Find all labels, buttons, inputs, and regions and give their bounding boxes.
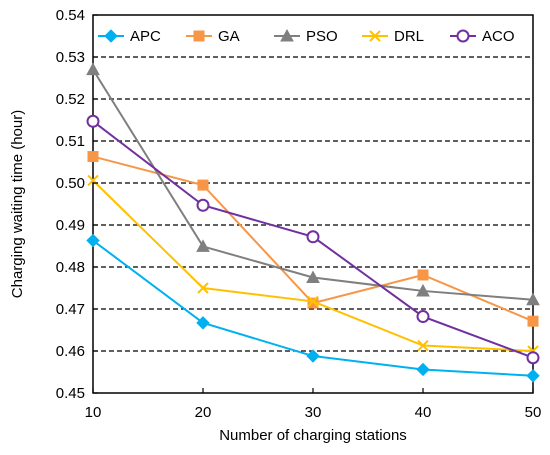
series-line-pso <box>92 69 534 301</box>
data-point-drl <box>87 174 99 187</box>
x-tick-label: 20 <box>195 404 212 421</box>
x-tick-label: 30 <box>305 404 322 421</box>
legend-label-ga: GA <box>218 28 240 45</box>
y-tick-label: 0.46 <box>56 343 85 360</box>
y-axis-title: Charging waiting time (hour) <box>9 110 26 298</box>
data-point-pso <box>526 292 540 306</box>
data-point-drl <box>417 339 429 352</box>
x-tick-label: 10 <box>85 404 102 421</box>
series-apc <box>86 233 540 383</box>
data-point-pso <box>416 283 430 297</box>
data-point-ga <box>87 151 99 163</box>
gridlines <box>93 56 533 352</box>
series-ga <box>87 151 539 327</box>
x-axis-title: Number of charging stations <box>219 427 407 444</box>
data-point-apc <box>526 369 540 383</box>
legend-marker-pso <box>280 28 294 42</box>
y-tick-label: 0.47 <box>56 301 85 318</box>
data-point-ga <box>197 179 209 191</box>
legend-item-pso: PSO <box>274 28 338 45</box>
legend-label-drl: DRL <box>394 28 424 45</box>
series-group <box>86 62 540 383</box>
legend-label-aco: ACO <box>482 28 515 45</box>
y-tick-label: 0.53 <box>56 49 85 66</box>
data-point-ga <box>417 269 429 281</box>
legend-label-pso: PSO <box>306 28 338 45</box>
y-tick-label: 0.50 <box>56 175 85 192</box>
legend-marker-aco <box>456 29 470 43</box>
legend-label-apc: APC <box>130 28 161 45</box>
data-point-apc <box>196 316 210 330</box>
data-point-drl <box>307 295 319 308</box>
data-point-pso <box>196 239 210 252</box>
data-point-aco <box>306 230 320 244</box>
data-point-aco <box>86 114 100 128</box>
data-point-pso <box>306 270 320 283</box>
y-tick-label: 0.45 <box>56 385 85 402</box>
legend-marker-apc <box>104 29 118 43</box>
y-tick-label: 0.52 <box>56 91 85 108</box>
series-drl <box>87 174 539 357</box>
legend: APC GA PSO DRL ACO <box>98 20 526 52</box>
y-tick-label: 0.51 <box>56 133 85 150</box>
series-line-drl <box>92 179 534 352</box>
legend-item-aco: ACO <box>450 28 515 45</box>
legend-marker-ga <box>193 30 205 42</box>
data-point-apc <box>416 362 430 377</box>
data-point-apc <box>306 349 320 363</box>
y-tick-label: 0.48 <box>56 259 85 276</box>
legend-marker-drl <box>369 30 381 42</box>
y-axis-ticks: 0.45 0.46 0.47 0.48 0.49 0.50 0.51 0.52 0.53 0.54 <box>56 7 98 402</box>
data-point-aco <box>196 198 210 212</box>
plot-area-frame <box>92 14 534 394</box>
data-point-aco <box>526 351 540 365</box>
data-point-drl <box>197 282 209 294</box>
legend-item-drl: DRL <box>362 28 424 45</box>
y-tick-label: 0.49 <box>56 217 85 234</box>
legend-item-apc: APC <box>98 28 161 45</box>
data-point-aco <box>416 310 430 324</box>
data-point-ga <box>527 315 539 327</box>
data-point-apc <box>86 233 100 248</box>
x-tick-label: 40 <box>415 404 432 421</box>
x-axis-ticks: 10 20 30 40 50 <box>85 388 542 421</box>
series-pso <box>86 62 540 306</box>
y-tick-label: 0.54 <box>56 7 85 24</box>
x-tick-label: 50 <box>525 404 542 421</box>
legend-item-ga: GA <box>186 28 240 45</box>
series-aco <box>86 114 540 365</box>
data-point-pso <box>86 62 100 76</box>
